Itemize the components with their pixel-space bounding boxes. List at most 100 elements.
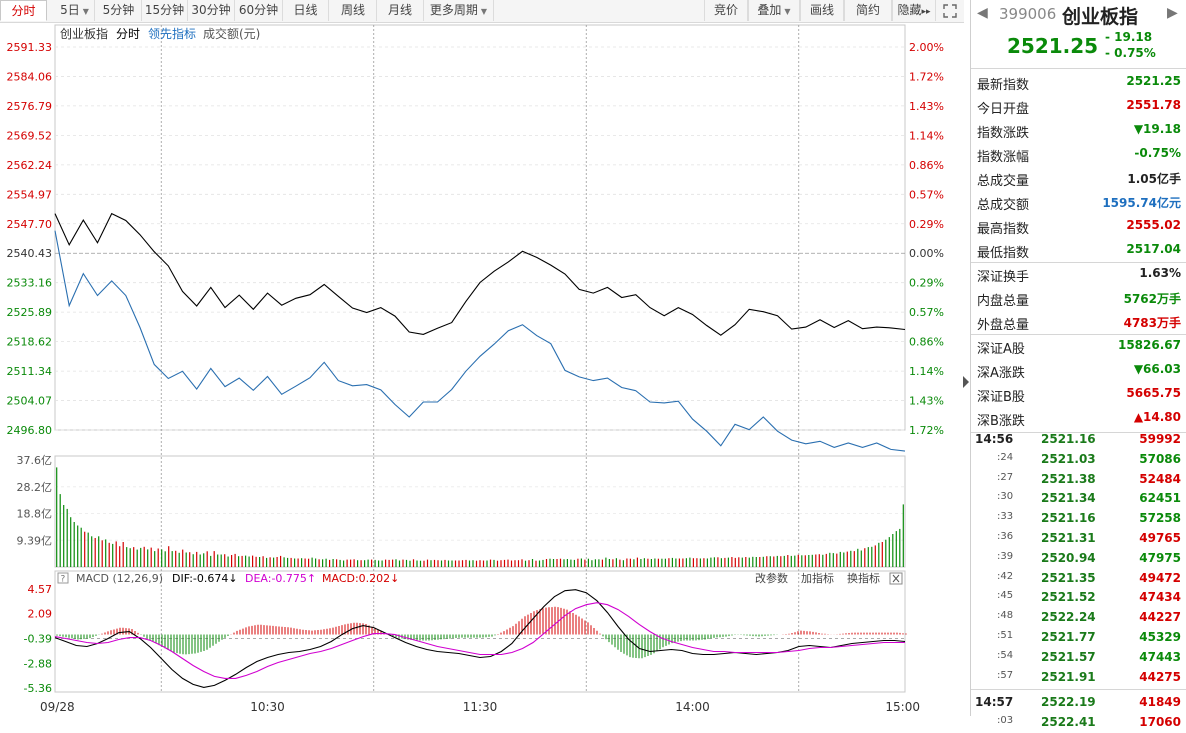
tab-label: 分时 [11,4,36,18]
tick-time: :48 [997,610,1014,622]
tab-label: 60分钟 [238,3,279,17]
next-stock-icon[interactable]: ▶ [1167,5,1178,21]
tool-0[interactable]: 竞价 [704,0,748,21]
tab-3[interactable]: 15分钟 [142,0,188,21]
quote-row: 深证换手 1.63% [977,262,1181,286]
macd-dea-line [54,602,905,679]
quote-value: ▲14.80 [1133,410,1181,424]
fullscreen-button[interactable] [936,0,964,21]
percent-axis-label: 0.86% [909,159,944,172]
tool-2[interactable]: 画线 [800,0,844,21]
quote-row: 最新指数 2521.25 [977,70,1181,94]
tab-5[interactable]: 60分钟 [235,0,283,21]
quote-value: 1595.74亿元 [1102,196,1181,210]
tab-9[interactable]: 更多周期 ▼ [424,0,494,21]
price-axis-label: 2540.43 [7,247,53,260]
tab-7[interactable]: 周线 [330,0,377,21]
tick-price: 2521.31 [1041,531,1096,545]
quote-value: 5665.75 [1126,386,1181,400]
price-change: - 19.18 - 0.75% [1105,29,1156,61]
price-axis-label: 2591.33 [7,41,53,54]
tick-row: :51 2521.77 45329 [971,628,1181,648]
price-axis-label: 2547.70 [7,218,53,231]
quote-label: 深证B股 [977,390,1025,405]
macd-button[interactable]: 加指标 [801,571,834,585]
percent-axis-label: 0.57% [909,306,944,319]
quote-value: -0.75% [1134,146,1181,160]
price-axis-label: 2554.97 [7,188,53,201]
quote-value: 4783万手 [1123,316,1181,330]
price-axis-label: 2518.62 [7,336,53,349]
tick-price: 2522.24 [1041,610,1096,625]
tool-label: 竞价 [713,3,738,17]
tab-label: 日线 [293,3,318,17]
percent-axis-label: 0.29% [909,218,944,231]
tick-volume: 49472 [1139,570,1181,585]
macd-axis-label: 4.57 [28,583,53,596]
percent-axis-label: 0.29% [909,277,944,290]
intraday-chart[interactable]: 2591.33 2.00% 2584.06 1.72% 2576.79 1.43% 2569… [0,22,964,716]
macd-button[interactable]: 换指标 [847,571,880,585]
tick-price: 2521.35 [1041,570,1096,585]
legend-item[interactable]: 领先指标 [148,26,196,41]
macd-axis-label: 2.09 [28,608,53,621]
tick-volume: 52484 [1139,471,1181,486]
tick-price: 2521.91 [1041,669,1096,684]
quote-row: 指数涨幅 -0.75% [977,142,1181,166]
volume-axis-label: 9.39亿 [17,534,53,547]
tab-6[interactable]: 日线 [283,0,329,21]
price-axis-label: 2584.06 [7,70,53,83]
prev-stock-icon[interactable]: ◀ [977,5,988,21]
tick-price: 2522.19 [1041,695,1096,710]
quote-value: 1.63% [1139,266,1181,280]
quote-row: 指数涨跌 ▼19.18 [977,118,1181,142]
percent-axis-label: 1.72% [909,70,944,83]
tab-2[interactable]: 5分钟 [96,0,142,21]
divider [971,68,1186,69]
macd-title: MACD (12,26,9) [76,572,163,585]
tick-price: 2520.94 [1041,550,1096,565]
tool-4[interactable]: 隐藏▸▸ [892,0,936,21]
time-axis-label: 15:00 [885,700,920,714]
tick-row: :45 2521.52 47434 [971,588,1181,608]
tab-8[interactable]: 月线 [377,0,424,21]
tick-row: :36 2521.31 49765 [971,529,1181,549]
last-price: 2521.25 [1007,34,1099,58]
tick-price: 2521.52 [1041,590,1096,605]
price-axis-label: 2533.16 [7,277,53,290]
tool-label: 叠加 [757,3,782,17]
help-icon[interactable] [57,572,69,584]
tool-1[interactable]: 叠加 ▼ [748,0,800,21]
tab-label: 周线 [340,3,365,17]
quote-label: 最新指数 [977,78,1030,93]
quote-value: 15826.67 [1117,338,1181,352]
price-axis-label: 2569.52 [7,129,53,142]
tick-time: :24 [997,451,1014,463]
tab-label: 5分钟 [102,3,135,17]
quote-row: 最高指数 2555.02 [977,214,1181,238]
volume-axis-label: 28.2亿 [17,481,53,494]
tab-4[interactable]: 30分钟 [188,0,235,21]
quote-label: 深证换手 [977,270,1030,285]
tick-time: :33 [997,511,1014,523]
quote-value: 1.05亿手 [1127,172,1181,186]
tool-3[interactable]: 简约 [844,0,892,21]
price-axis-label: 2496.80 [7,424,53,437]
quote-row: 内盘总量 5762万手 [977,286,1181,310]
tick-price: 2521.34 [1041,491,1096,506]
tick-price: 2521.77 [1041,630,1096,644]
tab-0[interactable]: 分时 [0,0,47,21]
tab-label: 更多周期 [429,3,478,17]
macd-button[interactable]: 改参数 [755,571,788,585]
change-value: - 19.18 [1105,30,1153,44]
percent-axis-label: 0.86% [909,336,944,349]
quote-label: 深A涨跌 [977,366,1025,381]
tick-volume: 44227 [1139,610,1181,625]
tab-label: 30分钟 [191,3,231,17]
tab-1[interactable]: 5日 ▼ [55,0,95,21]
macd-axis-label: -5.36 [24,682,52,695]
quote-row: 深A涨跌 ▼66.03 [977,358,1181,382]
change-percent: - 0.75% [1105,46,1156,60]
collapse-sidebar-handle[interactable] [963,372,969,392]
quote-label: 总成交额 [977,198,1030,213]
